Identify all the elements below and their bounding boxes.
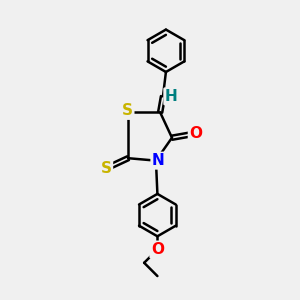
Text: O: O: [189, 126, 202, 141]
Text: S: S: [101, 161, 112, 176]
Text: H: H: [165, 89, 178, 104]
Text: S: S: [122, 103, 133, 118]
Text: S: S: [122, 103, 133, 118]
Text: O: O: [151, 242, 164, 257]
Text: O: O: [189, 126, 202, 141]
Text: N: N: [152, 153, 165, 168]
Text: S: S: [101, 161, 112, 176]
Text: H: H: [165, 89, 178, 104]
Text: O: O: [151, 242, 164, 257]
Text: N: N: [152, 153, 165, 168]
